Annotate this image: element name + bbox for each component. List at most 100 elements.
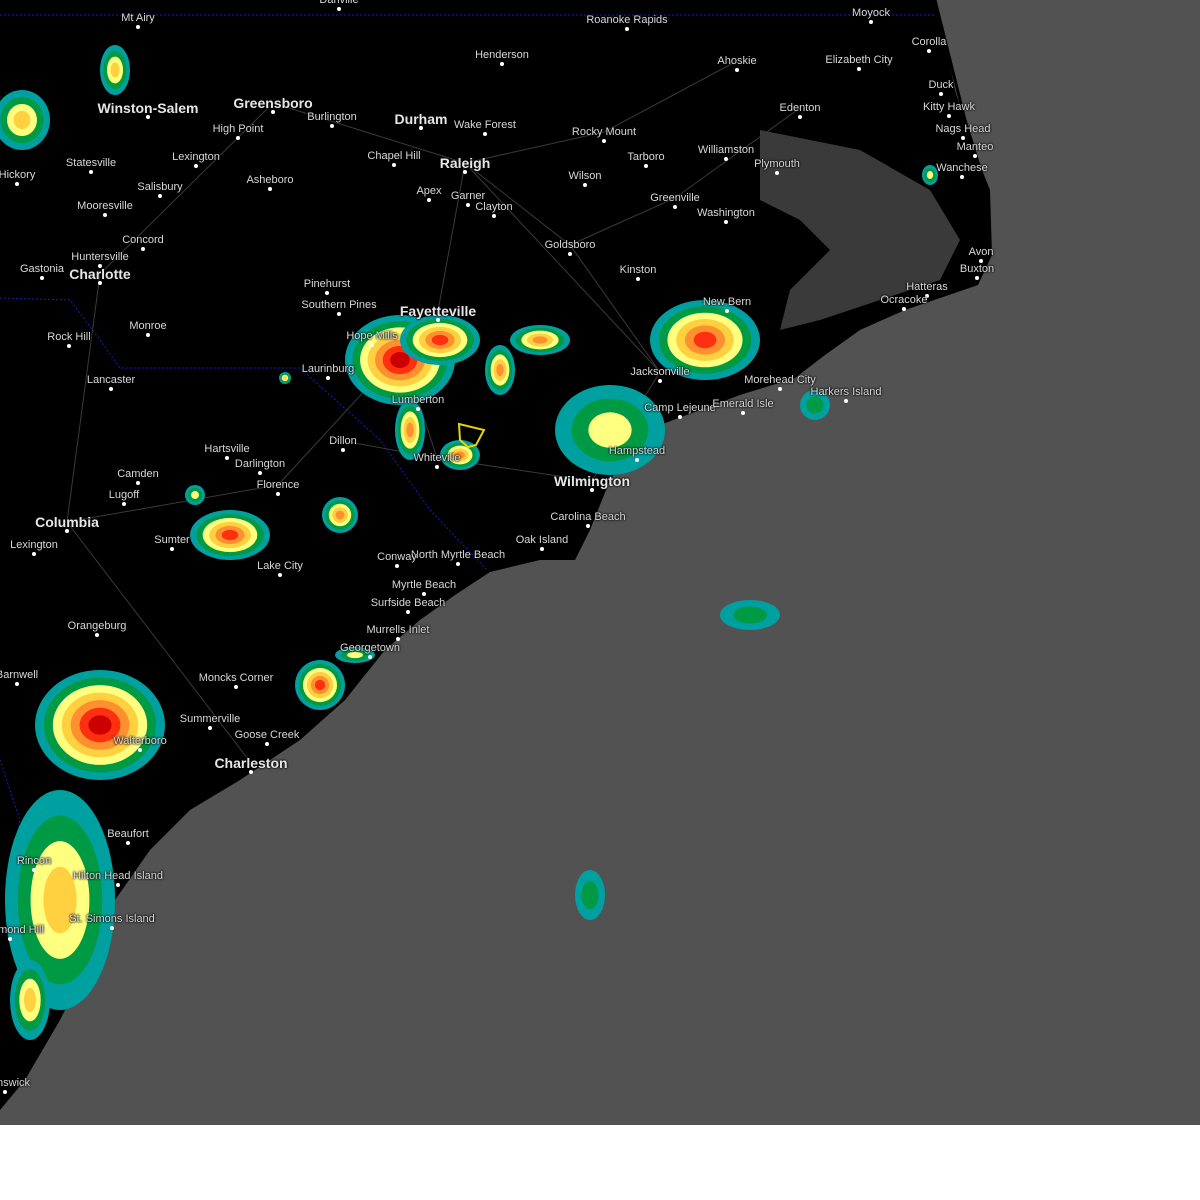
city-dot [3, 1090, 7, 1094]
city-label: Lake City [257, 560, 303, 572]
city-label: Nags Head [935, 123, 991, 135]
city-dot [673, 205, 677, 209]
city-dot [337, 7, 341, 11]
city-dot [138, 748, 142, 752]
city-label: Lugoff [108, 489, 140, 501]
city-dot [278, 573, 282, 577]
city-label: Orangeburg [67, 620, 127, 632]
radar-echo [221, 529, 239, 541]
radar-echo [390, 351, 410, 369]
city-dot [869, 20, 873, 24]
city-label: Rock Hill [47, 331, 91, 343]
city-label: Lumberton [391, 394, 445, 406]
radar-echo [581, 880, 599, 910]
city-label: Salisbury [137, 181, 183, 193]
radar-echo [588, 412, 632, 448]
state-border-nc-sc [0, 297, 488, 571]
city-label: Hartsville [204, 443, 250, 455]
city-dot [208, 726, 212, 730]
city-dot [146, 115, 150, 119]
city-dot [798, 115, 802, 119]
city-dot [330, 124, 334, 128]
city-dot [947, 114, 951, 118]
city-label: Goose Creek [234, 729, 300, 741]
city-label: Rocky Mount [571, 126, 637, 138]
city-label: Plymouth [754, 158, 800, 170]
city-dot [416, 407, 420, 411]
city-label: Charlotte [69, 266, 131, 282]
radar-echo [455, 451, 465, 459]
city-label: Wanchese [936, 162, 988, 174]
city-dot [236, 136, 240, 140]
city-dot [8, 937, 12, 941]
radar-echo [806, 396, 824, 414]
city-dot [725, 309, 729, 313]
city-dot [775, 171, 779, 175]
radar-echo [110, 62, 120, 78]
city-dot [979, 259, 983, 263]
city-dot [741, 411, 745, 415]
city-label: Buxton [959, 263, 995, 275]
city-dot [368, 655, 372, 659]
city-label: Moncks Corner [198, 672, 274, 684]
city-label: Beaufort [107, 828, 149, 840]
city-dot [158, 194, 162, 198]
city-label: Conway [377, 551, 417, 563]
city-label: Kinston [619, 264, 657, 276]
city-label: Wake Forest [454, 119, 516, 131]
city-label: Duck [928, 79, 954, 91]
road [342, 440, 593, 482]
road [99, 102, 661, 373]
city-label: Chapel Hill [367, 150, 421, 162]
city-label: Camden [117, 468, 159, 480]
city-dot [136, 25, 140, 29]
city-dot [326, 376, 330, 380]
city-dot [370, 343, 374, 347]
map-layers [0, 0, 1200, 1125]
city-dot [325, 291, 329, 295]
outer-banks [859, 0, 992, 327]
city-label: Henderson [475, 49, 529, 61]
sound-water [760, 130, 960, 330]
city-dot [422, 592, 426, 596]
city-label: Jacksonville [630, 366, 690, 378]
radar-echo [335, 510, 345, 520]
city-dot [146, 333, 150, 337]
city-dot [15, 682, 19, 686]
city-label: Hatteras [906, 281, 948, 293]
city-dot [341, 448, 345, 452]
map-canvas[interactable]: Mt Airy Danville Roanoke Rapids Moyock Corol… [0, 0, 1200, 1125]
city-label: Hilton Head Island [73, 870, 163, 882]
city-dot [396, 637, 400, 641]
city-label: Elizabeth City [825, 54, 893, 66]
city-dot [960, 175, 964, 179]
city-label: Surfside Beach [370, 597, 446, 609]
city-dot [67, 344, 71, 348]
city-label: Ocracoke [880, 294, 928, 306]
city-label: Monroe [129, 320, 167, 332]
radar-echo [406, 422, 414, 438]
city-dot [276, 492, 280, 496]
city-label: Asheboro [246, 174, 294, 186]
city-label: Rincon [16, 855, 52, 867]
city-label: Mooresville [77, 200, 133, 212]
city-label: Richmond Hill [0, 924, 44, 936]
city-dot [778, 387, 782, 391]
city-label: Hope Mills [346, 330, 398, 342]
city-dot [735, 68, 739, 72]
city-label: New Bern [702, 296, 752, 308]
city-dot [625, 27, 629, 31]
city-label: Brunswick [0, 1077, 31, 1089]
city-dot [268, 187, 272, 191]
city-dot [463, 170, 467, 174]
city-dot [110, 926, 114, 930]
city-dot [392, 163, 396, 167]
storm-warning-polygon[interactable] [457, 422, 486, 449]
city-dot [103, 213, 107, 217]
city-label: Harkers Island [810, 386, 882, 398]
city-label: Barnwell [0, 669, 39, 681]
city-dot [122, 502, 126, 506]
city-dot [249, 770, 253, 774]
radar-reflectivity [0, 45, 938, 1040]
